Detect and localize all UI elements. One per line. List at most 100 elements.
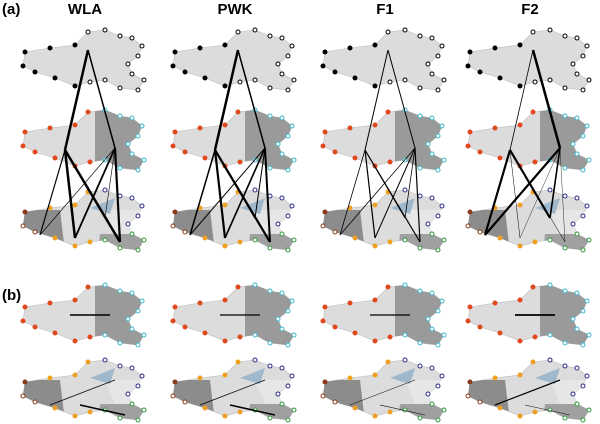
dot (347, 125, 353, 131)
column: F1 (320, 1, 447, 423)
dot (52, 330, 58, 336)
dot (532, 409, 538, 415)
dot (435, 308, 441, 314)
shape-parts (245, 110, 294, 170)
dot (72, 122, 78, 128)
dot (117, 85, 123, 91)
dot (465, 63, 471, 69)
dot (267, 85, 273, 91)
dot (252, 237, 258, 243)
dot (586, 77, 592, 83)
dot (139, 43, 145, 49)
dot (267, 340, 273, 346)
column-title: F1 (376, 1, 394, 18)
dot (497, 235, 503, 241)
dot (135, 133, 141, 139)
dot (222, 42, 228, 48)
link (339, 149, 366, 236)
dot (170, 63, 176, 69)
dot (267, 165, 273, 171)
shape (170, 357, 297, 423)
dot (129, 35, 135, 41)
dot (332, 149, 338, 155)
dot (467, 129, 473, 135)
dot (52, 75, 58, 81)
dot (32, 149, 38, 155)
region (23, 210, 65, 250)
dot (279, 290, 285, 296)
dot (285, 383, 291, 389)
dot (532, 159, 538, 165)
column: WLA (20, 1, 147, 423)
dot (202, 235, 208, 241)
dot (477, 229, 483, 235)
dot (477, 69, 483, 75)
dot (141, 407, 147, 413)
dot (517, 243, 523, 249)
shape (20, 282, 147, 348)
dot (275, 61, 281, 67)
region (535, 368, 560, 384)
dot (139, 298, 145, 304)
region (540, 110, 589, 170)
dot (402, 77, 408, 83)
shape-parts (540, 110, 589, 170)
region (390, 198, 415, 214)
dot (222, 372, 228, 378)
dot (129, 71, 135, 77)
dot (117, 113, 123, 119)
shape (465, 357, 592, 423)
dot (72, 338, 78, 344)
dot (279, 35, 285, 41)
dot (22, 209, 28, 215)
dot (237, 409, 243, 415)
link (189, 147, 266, 236)
dot (517, 297, 523, 303)
link (63, 49, 90, 151)
dot (129, 151, 135, 157)
dot (20, 63, 26, 69)
shape (465, 282, 592, 348)
dot (492, 45, 498, 51)
dot (584, 298, 590, 304)
dot (429, 290, 435, 296)
dot (530, 109, 536, 115)
dot (87, 239, 93, 245)
dot (172, 304, 178, 310)
dot (332, 324, 338, 330)
dot (279, 401, 285, 407)
dot (332, 69, 338, 75)
region (90, 368, 115, 384)
dot (135, 53, 141, 59)
dot (352, 235, 358, 241)
dot (477, 149, 483, 155)
dot (252, 282, 258, 288)
dot (465, 318, 471, 324)
dot (497, 155, 503, 161)
columns: WLA PWK F1 F2 (20, 1, 592, 423)
dot (289, 123, 295, 129)
dot (429, 365, 435, 371)
dot (347, 375, 353, 381)
dot (279, 115, 285, 121)
dot (562, 288, 568, 294)
link (214, 149, 271, 243)
link (199, 379, 266, 406)
link (349, 379, 416, 406)
shape-fill (172, 29, 295, 91)
shape (20, 187, 147, 253)
dot (87, 159, 93, 165)
link (483, 149, 512, 236)
dot (102, 282, 108, 288)
dot (580, 417, 586, 423)
dot (72, 413, 78, 419)
dot (372, 83, 378, 89)
dot (87, 334, 93, 340)
column-title: PWK (218, 1, 253, 18)
dot (532, 334, 538, 340)
dot (291, 332, 297, 338)
dot (580, 87, 586, 93)
dot (372, 338, 378, 344)
dot (22, 379, 28, 385)
